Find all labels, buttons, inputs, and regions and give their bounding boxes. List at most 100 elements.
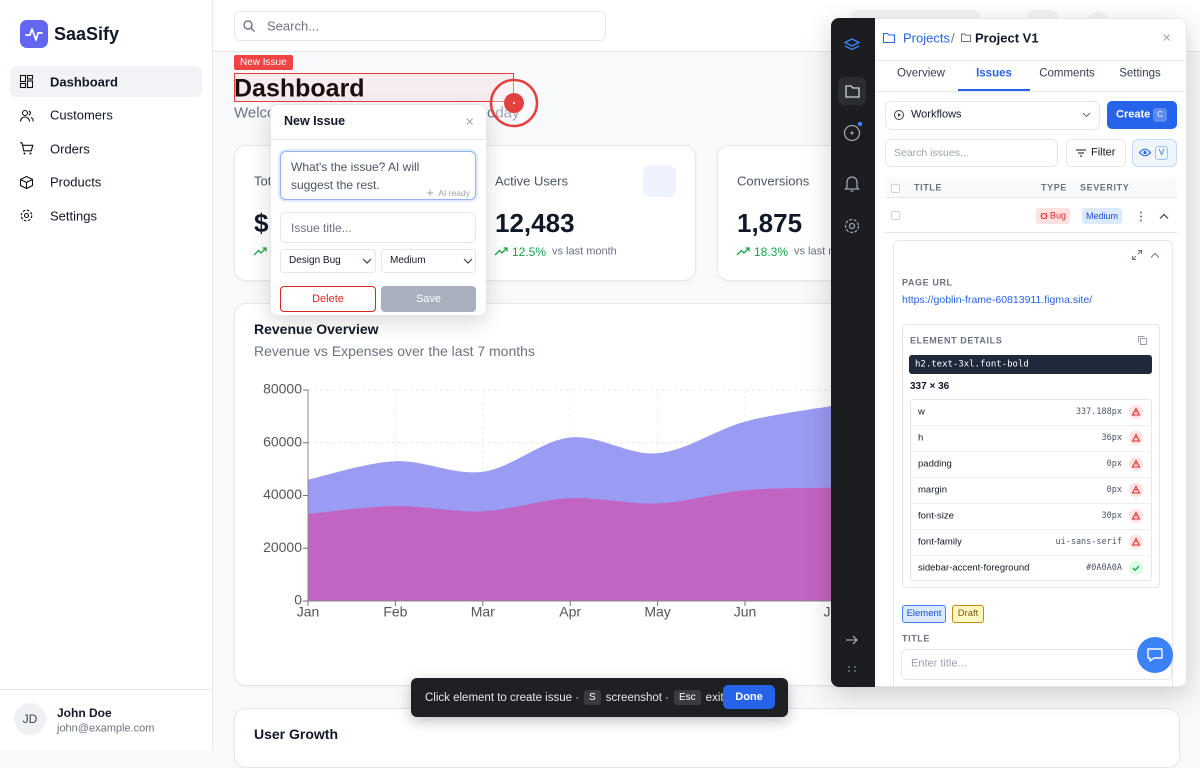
element-details	[902, 324, 1160, 588]
element-size: 337 × 36	[910, 381, 950, 392]
x-tick-label: Feb	[383, 604, 407, 620]
status-icon	[1129, 483, 1143, 497]
area	[308, 405, 833, 601]
folder-icon	[961, 33, 971, 42]
column-header: SEVERITY	[1080, 182, 1130, 193]
menu-icon[interactable]	[1139, 211, 1143, 222]
trend-icon	[736, 247, 750, 256]
nav-icon	[20, 209, 33, 222]
header-avatar[interactable]	[1085, 12, 1111, 38]
property-name: h	[918, 432, 924, 444]
description-placeholder: What's the issue? AI will suggest the re…	[291, 160, 420, 192]
divider	[270, 139, 487, 140]
filter-icon	[1076, 149, 1086, 157]
issue-search[interactable]	[885, 139, 1058, 167]
user-name: John Doe	[57, 706, 112, 720]
status-icon	[1129, 457, 1143, 471]
column-header: TITLE	[914, 182, 942, 193]
create-label: Create	[1116, 108, 1151, 121]
nav-icon	[20, 142, 34, 155]
nav-icon	[19, 74, 34, 89]
stat-icon-box	[402, 165, 435, 197]
panel-close[interactable]: ×	[1162, 29, 1171, 47]
stat-label: Tot	[254, 173, 272, 189]
stat-value: $	[254, 208, 269, 238]
collapse-icon[interactable]	[1150, 252, 1160, 258]
folder-icon	[882, 32, 896, 44]
y-tick-label: 20000	[263, 539, 302, 555]
chat-button[interactable]	[1137, 637, 1173, 673]
tab[interactable]: Overview	[897, 67, 945, 80]
page-url[interactable]: https://goblin-frame-60813911.figma.site…	[902, 293, 1093, 306]
expand-icon[interactable]	[1132, 250, 1142, 260]
property-name: sidebar-accent-foreground	[918, 562, 1030, 574]
header-control[interactable]	[1027, 10, 1058, 40]
nav-item[interactable]	[10, 66, 202, 97]
tab[interactable]: Settings	[1119, 67, 1161, 80]
issue-details	[893, 240, 1173, 687]
create-button[interactable]	[1107, 101, 1177, 129]
section-label: TITLE	[902, 633, 930, 644]
workflow-select[interactable]	[885, 101, 1100, 130]
divider	[875, 60, 1187, 61]
status-icon	[1129, 405, 1143, 419]
tag[interactable]: Element	[902, 605, 946, 623]
issue-title-input[interactable]	[901, 649, 1172, 680]
chart-title: Revenue Overview	[254, 321, 379, 337]
checkbox[interactable]	[891, 184, 900, 193]
column-header: TYPE	[1041, 182, 1067, 193]
breadcrumb-separator: /	[951, 30, 955, 46]
severity-select[interactable]	[381, 249, 476, 273]
breadcrumb[interactable]: Projects	[903, 30, 950, 46]
copy-icon[interactable]	[1138, 336, 1147, 345]
delete-button[interactable]: Delete	[280, 286, 376, 312]
sidebar: SaaSify Dashboard Customers Orders Products…	[0, 0, 213, 750]
selector: h2.text-3xl.font-bold	[915, 359, 1029, 370]
y-tick-label: 0	[294, 592, 302, 608]
pick-marker	[489, 78, 539, 128]
section-label: ELEMENT DETAILS	[910, 335, 1003, 346]
property-name: font-size	[918, 510, 954, 522]
hint-text: Click element to create issue ·	[425, 691, 580, 704]
checkbox[interactable]	[891, 211, 900, 220]
stat-value: 1,875	[737, 208, 803, 238]
done-button[interactable]: Done	[723, 685, 775, 709]
type-select[interactable]	[280, 249, 376, 273]
stat-note: vs last month	[552, 245, 617, 258]
avatar: JD	[14, 703, 46, 735]
growth-card	[234, 708, 1180, 768]
nav-item[interactable]	[10, 200, 202, 231]
page-title[interactable]: Dashboard	[234, 74, 365, 103]
nav-item[interactable]	[10, 133, 202, 164]
title-input[interactable]	[280, 212, 476, 243]
stat-change: 12.5%	[512, 245, 547, 259]
save-button[interactable]: Save	[381, 286, 476, 312]
user-email: john@example.com	[57, 722, 155, 735]
tab[interactable]: Issues	[976, 67, 1012, 80]
property-name: w	[918, 406, 925, 418]
table-header	[885, 178, 1177, 198]
search-icon	[243, 20, 255, 32]
issue-popup	[270, 104, 487, 316]
breadcrumb: Project V1	[975, 30, 1039, 46]
popup-close[interactable]: ×	[465, 113, 474, 131]
tag[interactable]: Draft	[952, 605, 984, 623]
top-bar	[213, 0, 1200, 52]
view-button[interactable]	[1132, 139, 1177, 167]
search-box[interactable]	[234, 11, 606, 41]
filter-button[interactable]	[1066, 139, 1126, 167]
divider	[885, 232, 1177, 233]
row-divider	[910, 529, 1152, 530]
chart-subtitle: Revenue vs Expenses over the last 7 mont…	[254, 343, 535, 359]
collapse-icon[interactable]	[1159, 213, 1169, 219]
filter-label: Filter	[1091, 146, 1116, 159]
header-control[interactable]	[850, 10, 980, 40]
property-value: #0A0A0A	[1086, 562, 1122, 573]
tab[interactable]: Comments	[1039, 67, 1095, 80]
pick-toolbar	[411, 678, 788, 717]
description-input[interactable]	[280, 151, 476, 200]
severity-value: Medium	[390, 255, 426, 266]
issue-title-placeholder: Enter title...	[911, 657, 967, 670]
nav-item[interactable]	[10, 167, 202, 198]
chevron	[1082, 112, 1091, 118]
